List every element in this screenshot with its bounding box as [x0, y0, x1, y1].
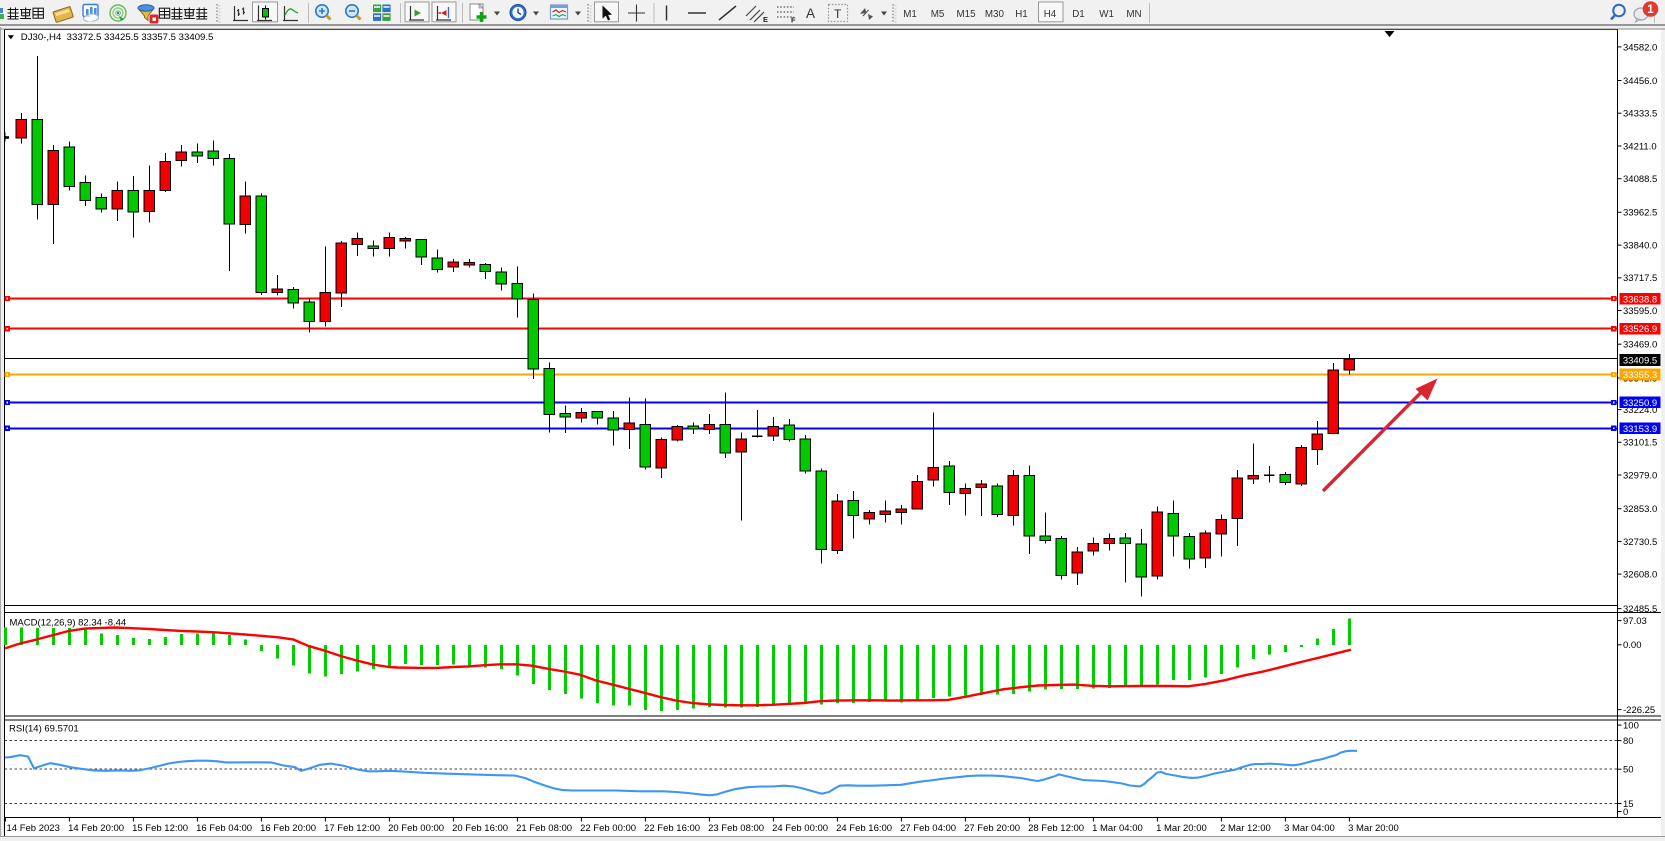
svg-text:0: 0	[1623, 807, 1628, 818]
svg-text:M1: M1	[903, 9, 917, 20]
svg-text:33409.5: 33409.5	[1623, 356, 1657, 367]
svg-text:14 Feb 20:00: 14 Feb 20:00	[68, 823, 124, 834]
svg-text:32608.0: 32608.0	[1623, 570, 1657, 581]
svg-text:-226.25: -226.25	[1623, 705, 1655, 716]
svg-text:80: 80	[1623, 736, 1634, 747]
svg-text:3 Mar 20:00: 3 Mar 20:00	[1348, 823, 1399, 834]
svg-text:50: 50	[1623, 765, 1634, 776]
svg-text:33717.5: 33717.5	[1623, 273, 1657, 284]
svg-text:33526.9: 33526.9	[1623, 324, 1657, 335]
svg-text:32979.0: 32979.0	[1623, 470, 1657, 481]
svg-text:2 Mar 12:00: 2 Mar 12:00	[1220, 823, 1271, 834]
svg-text:33355.3: 33355.3	[1623, 370, 1657, 381]
svg-text:15 Feb 12:00: 15 Feb 12:00	[132, 823, 188, 834]
svg-text:W1: W1	[1099, 9, 1114, 20]
svg-text:33224.0: 33224.0	[1623, 405, 1657, 416]
svg-text:17 Feb 12:00: 17 Feb 12:00	[324, 823, 380, 834]
svg-text:33595.0: 33595.0	[1623, 306, 1657, 317]
svg-text:F: F	[791, 16, 796, 25]
svg-text:100: 100	[1623, 721, 1639, 732]
svg-text:RSI(14) 69.5701: RSI(14) 69.5701	[9, 724, 79, 735]
svg-text:33469.0: 33469.0	[1623, 340, 1657, 351]
svg-text:28 Feb 12:00: 28 Feb 12:00	[1028, 823, 1084, 834]
svg-text:32853.0: 32853.0	[1623, 504, 1657, 515]
svg-text:3 Mar 04:00: 3 Mar 04:00	[1284, 823, 1335, 834]
svg-text:E: E	[763, 15, 768, 24]
svg-text:A: A	[806, 6, 815, 21]
svg-text:H4: H4	[1044, 9, 1057, 20]
svg-text:0.00: 0.00	[1623, 640, 1642, 651]
svg-text:27 Feb 04:00: 27 Feb 04:00	[900, 823, 956, 834]
svg-text:1 Mar 04:00: 1 Mar 04:00	[1092, 823, 1143, 834]
svg-text:H1: H1	[1015, 9, 1028, 20]
svg-text:15: 15	[1623, 799, 1634, 810]
svg-text:DJ30-,H4 33372.5 33425.5 3335: DJ30-,H4 33372.5 33425.5 33357.5 33409.5	[21, 32, 214, 43]
svg-text:24 Feb 16:00: 24 Feb 16:00	[836, 823, 892, 834]
svg-text:T: T	[834, 7, 842, 21]
svg-text:33250.9: 33250.9	[1623, 398, 1657, 409]
svg-text:23 Feb 08:00: 23 Feb 08:00	[708, 823, 764, 834]
svg-text:32730.5: 32730.5	[1623, 537, 1657, 548]
svg-text:22 Feb 16:00: 22 Feb 16:00	[644, 823, 700, 834]
svg-text:34582.0: 34582.0	[1623, 42, 1657, 53]
svg-text:M15: M15	[956, 9, 976, 20]
svg-text:14 Feb 2023: 14 Feb 2023	[7, 823, 60, 834]
svg-text:20 Feb 16:00: 20 Feb 16:00	[452, 823, 508, 834]
svg-text:34456.0: 34456.0	[1623, 76, 1657, 87]
svg-text:33153.9: 33153.9	[1623, 424, 1657, 435]
svg-text:34088.5: 34088.5	[1623, 174, 1657, 185]
svg-text:21 Feb 08:00: 21 Feb 08:00	[516, 823, 572, 834]
svg-text:1: 1	[1647, 4, 1654, 16]
svg-text:97.03: 97.03	[1623, 616, 1647, 627]
svg-text:M30: M30	[985, 9, 1005, 20]
svg-text:32485.5: 32485.5	[1623, 604, 1657, 615]
svg-text:D1: D1	[1072, 9, 1085, 20]
svg-text:34333.5: 34333.5	[1623, 109, 1657, 120]
svg-text:33638.8: 33638.8	[1623, 294, 1657, 305]
svg-text:M5: M5	[931, 9, 945, 20]
svg-text:MN: MN	[1126, 9, 1141, 20]
svg-text:27 Feb 20:00: 27 Feb 20:00	[964, 823, 1020, 834]
svg-text:34211.0: 34211.0	[1623, 141, 1657, 152]
svg-text:16 Feb 04:00: 16 Feb 04:00	[196, 823, 252, 834]
svg-text:22 Feb 00:00: 22 Feb 00:00	[580, 823, 636, 834]
svg-text:33840.0: 33840.0	[1623, 241, 1657, 252]
svg-text:33962.5: 33962.5	[1623, 208, 1657, 219]
svg-text:1 Mar 20:00: 1 Mar 20:00	[1156, 823, 1207, 834]
svg-text:20 Feb 00:00: 20 Feb 00:00	[388, 823, 444, 834]
svg-text:16 Feb 20:00: 16 Feb 20:00	[260, 823, 316, 834]
svg-text:MACD(12,26,9) 82.34 -8.44: MACD(12,26,9) 82.34 -8.44	[10, 618, 127, 629]
svg-text:24 Feb 00:00: 24 Feb 00:00	[772, 823, 828, 834]
svg-text:33101.5: 33101.5	[1623, 438, 1657, 449]
